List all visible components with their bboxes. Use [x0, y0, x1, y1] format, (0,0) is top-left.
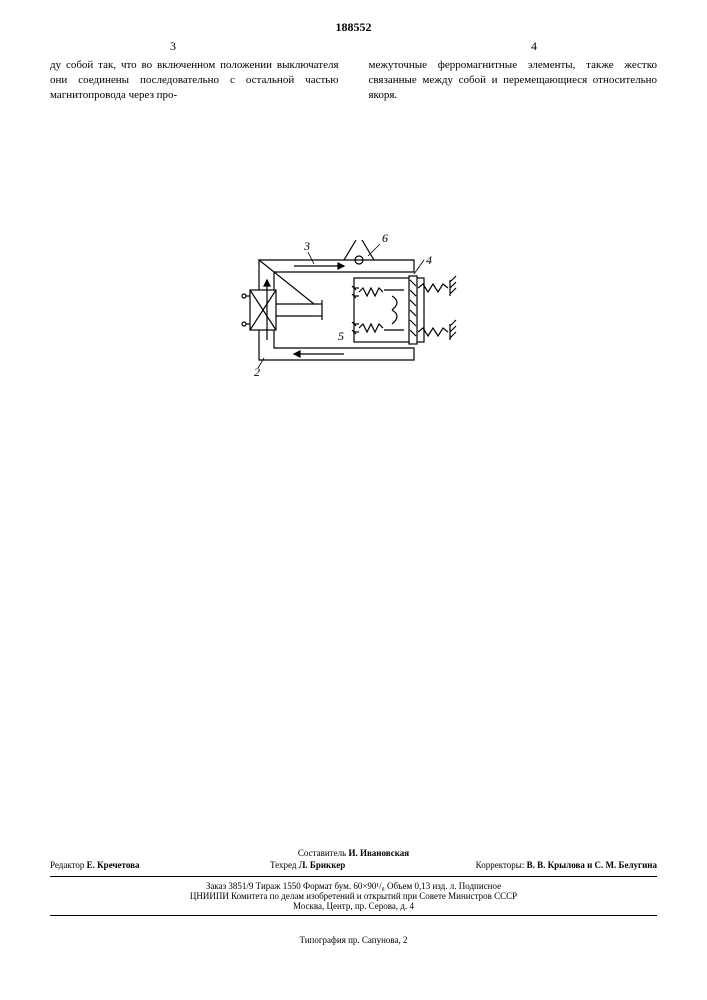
page: 188552 3 4 ду собой так, что во включенн… [0, 0, 707, 1000]
tech-name: Л. Бриккер [299, 860, 346, 870]
org-line-2: Москва, Центр, пр. Серова, д. 4 [50, 901, 657, 911]
compiler-label: Составитель [298, 848, 346, 858]
corr-names: В. В. Крылова и С. М. Белугина [527, 860, 657, 870]
fig-label-4: 4 [426, 253, 432, 267]
compiler-name: И. Ивановская [348, 848, 409, 858]
text-columns: ду собой так, что во включенном положени… [50, 58, 657, 103]
col-num-right: 4 [531, 39, 537, 54]
printer-line: Типография пр. Сапунова, 2 [0, 935, 707, 945]
footer-rule-1 [50, 876, 657, 877]
order-line: Заказ 3851/9 Тираж 1550 Формат бум. 60×9… [50, 881, 657, 891]
footer-block: Составитель И. Ивановская Редактор Е. Кр… [50, 848, 657, 920]
org-line-1: ЦНИИПИ Комитета по делам изобретений и о… [50, 891, 657, 901]
fig-label-2: 2 [254, 365, 260, 379]
col-num-left: 3 [170, 39, 176, 54]
corr-cell: Корректоры: В. В. Крылова и С. М. Белуги… [476, 860, 657, 870]
compiler-line: Составитель И. Ивановская [50, 848, 657, 858]
tech-cell: Техред Л. Бриккер [270, 860, 345, 870]
column-numbers: 3 4 [50, 39, 657, 54]
tech-label: Техред [270, 860, 297, 870]
left-column: ду собой так, что во включенном положени… [50, 58, 339, 103]
editor-name: Е. Кречетова [87, 860, 140, 870]
fig-label-6: 6 [382, 231, 388, 245]
figure-area: 2 3 6 4 5 [0, 220, 707, 390]
footer-rule-2 [50, 915, 657, 916]
credits-row: Редактор Е. Кречетова Техред Л. Бриккер … [50, 858, 657, 872]
corr-label: Корректоры: [476, 860, 525, 870]
editor-cell: Редактор Е. Кречетова [50, 860, 139, 870]
document-number: 188552 [50, 20, 657, 35]
technical-figure: 2 3 6 4 5 [204, 220, 504, 390]
fig-label-3: 3 [303, 239, 310, 253]
right-column: межуточные ферромагнитные элементы, такж… [369, 58, 658, 103]
editor-label: Редактор [50, 860, 84, 870]
fig-label-5: 5 [338, 329, 344, 343]
